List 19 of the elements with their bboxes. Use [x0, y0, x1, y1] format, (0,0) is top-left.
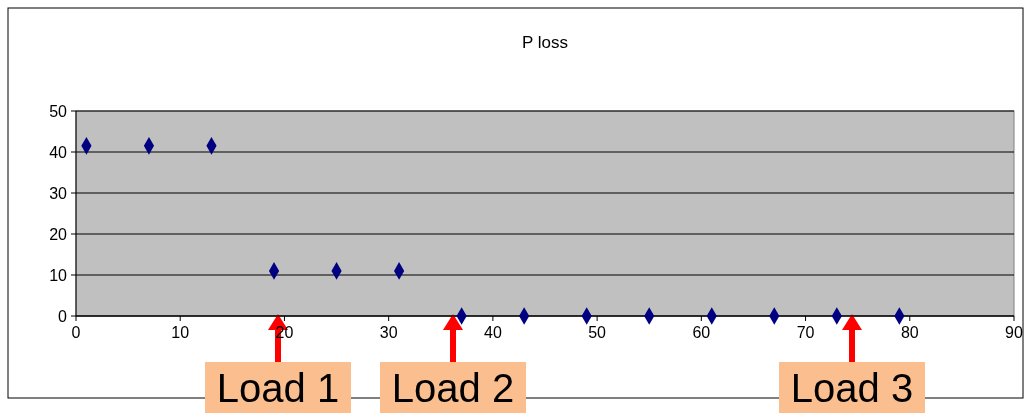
text: Load 3 [790, 366, 914, 410]
x-tick-label: 0 [71, 324, 81, 341]
x-tick-label: 40 [483, 324, 502, 341]
x-tick-label: 90 [1005, 324, 1023, 341]
text: Load 2 [391, 366, 515, 410]
y-tick-label: 50 [49, 103, 68, 120]
x-tick-label: 80 [900, 324, 919, 341]
y-tick-label: 20 [49, 226, 68, 243]
x-tick-label: 60 [692, 324, 711, 341]
x-tick-label: 70 [796, 324, 815, 341]
y-tick-label: 30 [49, 185, 68, 202]
x-tick-label: 30 [379, 324, 398, 341]
x-tick-label: 10 [171, 324, 190, 341]
text: Load 1 [216, 366, 340, 410]
x-tick-label: 50 [588, 324, 607, 341]
y-tick-label: 40 [49, 144, 68, 161]
y-tick-label: 10 [49, 267, 68, 284]
chart-title: P loss [522, 33, 568, 52]
y-tick-label: 0 [58, 308, 68, 325]
